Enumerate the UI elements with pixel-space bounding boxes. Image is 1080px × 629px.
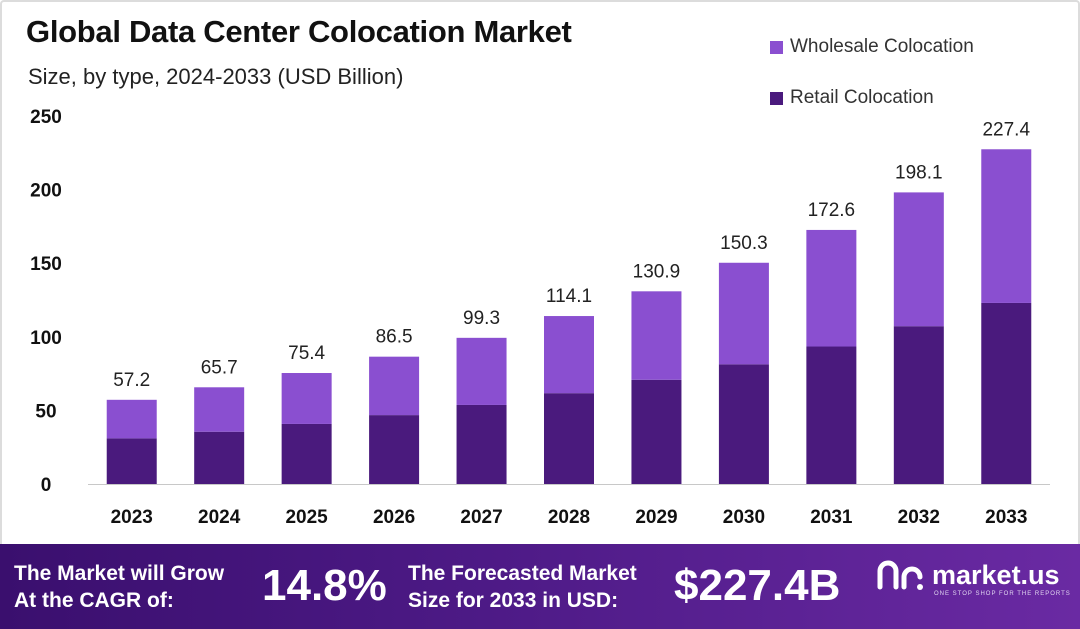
- y-tick-label: 250: [30, 107, 62, 128]
- logo-tagline: ONE STOP SHOP FOR THE REPORTS: [934, 591, 1071, 597]
- bar-retail-2029: [631, 379, 682, 484]
- bar-wholesale-2031: [806, 229, 857, 347]
- bar-retail-2028: [544, 393, 594, 484]
- data-label-2030: 150.3: [720, 233, 768, 254]
- x-tick-label-2026: 2026: [373, 507, 415, 528]
- y-tick-label: 200: [30, 181, 62, 202]
- bar-wholesale-2026: [369, 356, 420, 416]
- y-tick-label: 150: [30, 254, 62, 275]
- x-tick-label-2023: 2023: [111, 507, 153, 528]
- footer-banner: The Market will Grow At the CAGR of: 14.…: [0, 544, 1080, 629]
- data-label-2028: 114.1: [546, 286, 592, 307]
- bar-wholesale-2024: [194, 387, 245, 432]
- legend-swatch-retail: [770, 91, 783, 105]
- data-label-2031: 172.6: [808, 200, 856, 221]
- bar-wholesale-2028: [544, 316, 594, 394]
- legend-label-wholesale: Wholesale Colocation: [790, 36, 974, 57]
- data-label-2026: 86.5: [376, 327, 413, 348]
- x-tick-label-2025: 2025: [285, 507, 328, 528]
- bar-wholesale-2029: [631, 291, 682, 380]
- logo-text: market.us: [932, 559, 1060, 590]
- x-tick-label-2032: 2032: [898, 507, 940, 528]
- y-tick-label: 0: [41, 475, 52, 496]
- market-us-logo-icon: [877, 560, 923, 590]
- bar-wholesale-2025: [281, 373, 332, 424]
- chart-subtitle: Size, by type, 2024-2033 (USD Billion): [28, 64, 404, 89]
- cagr-label: The Market will Grow At the CAGR of:: [14, 560, 224, 614]
- market-us-logo: market.us ONE STOP SHOP FOR THE REPORTS: [876, 557, 1070, 597]
- data-label-2023: 57.2: [113, 370, 150, 391]
- cagr-label-line1: The Market will Grow: [14, 562, 225, 585]
- data-label-2029: 130.9: [633, 261, 681, 282]
- y-tick-label: 100: [30, 328, 62, 349]
- bar-wholesale-2023: [106, 399, 157, 439]
- bar-retail-2024: [194, 431, 245, 484]
- bar-retail-2025: [281, 423, 332, 484]
- chart-title: Global Data Center Colocation Market: [26, 14, 572, 49]
- cagr-label-line2: At the CAGR of:: [14, 589, 174, 612]
- legend-swatch-wholesale: [770, 40, 783, 54]
- x-tick-label-2031: 2031: [810, 507, 853, 528]
- x-tick-label-2027: 2027: [460, 507, 502, 528]
- x-tick-label-2033: 2033: [985, 507, 1027, 528]
- bar-retail-2031: [806, 346, 857, 484]
- bar-retail-2026: [369, 415, 420, 484]
- cagr-value: 14.8%: [262, 561, 387, 610]
- bar-retail-2032: [893, 326, 944, 484]
- data-label-2024: 65.7: [201, 357, 238, 378]
- bar-retail-2027: [456, 404, 507, 484]
- bar-wholesale-2032: [893, 192, 944, 327]
- x-tick-label-2030: 2030: [723, 507, 765, 528]
- forecast-value: $227.4B: [674, 561, 841, 610]
- x-tick-label-2024: 2024: [198, 507, 241, 528]
- bar-wholesale-2030: [718, 262, 769, 365]
- y-tick-label: 50: [35, 401, 56, 422]
- data-label-2033: 227.4: [982, 119, 1030, 140]
- data-label-2025: 75.4: [288, 343, 325, 364]
- bar-wholesale-2033: [981, 149, 1032, 303]
- stacked-bar-chart: 0 50 100 150 200 250 57.2 2023 65.7 2024 75.4 2025 8…: [30, 107, 1050, 528]
- forecast-label-line2: Size for 2033 in USD:: [408, 589, 619, 612]
- legend-item-retail: Retail Colocation: [770, 87, 934, 109]
- data-label-2027: 99.3: [463, 308, 500, 329]
- bar-retail-2033: [981, 302, 1032, 484]
- data-label-2032: 198.1: [895, 162, 943, 183]
- bar-retail-2030: [718, 364, 769, 484]
- bar-wholesale-2027: [456, 337, 507, 405]
- x-tick-label-2028: 2028: [548, 507, 590, 528]
- legend-item-wholesale: Wholesale Colocation: [770, 36, 974, 58]
- x-tick-label-2029: 2029: [635, 507, 677, 528]
- forecast-label-line1: The Forecasted Market: [408, 562, 637, 585]
- forecast-label: The Forecasted Market Size for 2033 in U…: [408, 560, 637, 614]
- legend-label-retail: Retail Colocation: [790, 87, 934, 108]
- bar-retail-2023: [106, 438, 157, 484]
